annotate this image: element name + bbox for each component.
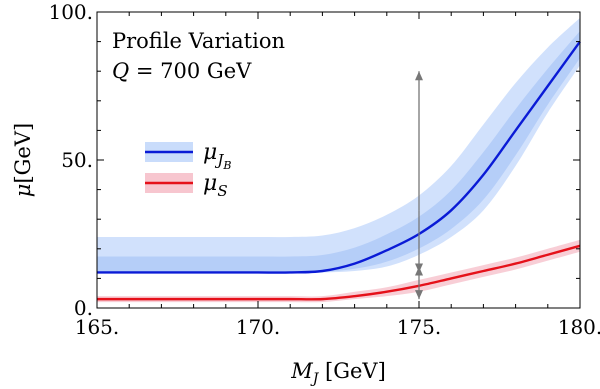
y-axis-label: μ[GeV] xyxy=(11,123,35,197)
x-tick-label: 175. xyxy=(397,315,442,339)
arrow-head-0 xyxy=(415,71,423,81)
annotation-profile-variation: Profile Variation xyxy=(112,29,285,53)
inner-band-series-0 xyxy=(97,30,580,273)
x-tick-label: 165. xyxy=(75,315,120,339)
y-tick-label: 100. xyxy=(48,0,93,24)
y-tick-label: 0. xyxy=(74,296,93,320)
legend-label-1: μS xyxy=(203,171,228,200)
legend-label-0: μJB xyxy=(203,140,231,172)
line-series-0 xyxy=(96,40,581,274)
tick-labels: 165. 170. 175. 180. 0. 50. 100. xyxy=(48,0,600,339)
variation-arrows xyxy=(415,71,423,300)
x-tick-label: 170. xyxy=(236,315,281,339)
x-axis-label: MJ [GeV] xyxy=(290,359,386,387)
line-series-1 xyxy=(96,244,581,301)
x-tick-label: 180. xyxy=(558,315,600,339)
axis-ticks xyxy=(96,11,581,309)
arrow-head-2 xyxy=(415,266,423,276)
y-tick-label: 50. xyxy=(61,148,93,172)
series-lines xyxy=(96,40,581,301)
arrow-head-3 xyxy=(415,290,423,300)
annotation-q-value: Q = 700 GeV xyxy=(112,59,252,83)
